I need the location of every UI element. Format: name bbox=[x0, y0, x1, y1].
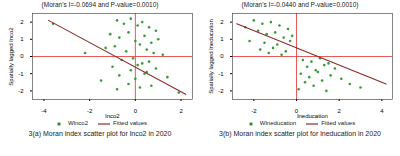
html-text:Fitted values: Fitted values bbox=[321, 120, 356, 126]
html-text:(Moran's I=-0.0440 and P-value: (Moran's I=-0.0440 and P-value=0.0010) bbox=[241, 1, 359, 8]
svg-text:-1: -1 bbox=[218, 71, 224, 77]
svg-text:-2: -2 bbox=[251, 108, 257, 114]
html-text:Wlneducation: Wlneducation bbox=[259, 120, 297, 126]
svg-text:0: 0 bbox=[20, 53, 24, 59]
svg-text:1: 1 bbox=[20, 36, 24, 42]
html-text:Fitted values: Fitted values bbox=[113, 120, 147, 126]
svg-text:lnco2: lnco2 bbox=[105, 113, 120, 119]
svg-text:4: 4 bbox=[380, 108, 384, 114]
html-text:3(b) Moran index scatter plot: 3(b) Moran index scatter plot for lneduc… bbox=[219, 130, 381, 137]
svg-text:-2: -2 bbox=[87, 108, 93, 114]
svg-text:2: 2 bbox=[179, 108, 183, 114]
svg-text:0: 0 bbox=[134, 108, 138, 114]
svg-text:-4: -4 bbox=[41, 108, 47, 114]
svg-text:1: 1 bbox=[220, 36, 224, 42]
svg-text:2: 2 bbox=[337, 108, 341, 114]
svg-text:lneducation: lneducation bbox=[297, 113, 328, 119]
svg-text:-2: -2 bbox=[218, 88, 224, 94]
svg-text:-2: -2 bbox=[18, 88, 24, 94]
html-text:Wlnco2: Wlnco2 bbox=[68, 120, 88, 126]
html-text:3(a) Moran index scatter plot: 3(a) Moran index scatter plot for lnco2 … bbox=[28, 130, 172, 137]
svg-text:0: 0 bbox=[294, 107, 299, 114]
svg-text:2: 2 bbox=[20, 19, 24, 25]
svg-text:-1: -1 bbox=[18, 71, 24, 77]
svg-text:2: 2 bbox=[220, 19, 224, 25]
svg-text:Spatially lagged lneducation: Spatially lagged lneducation bbox=[208, 19, 214, 94]
svg-text:0: 0 bbox=[220, 53, 224, 59]
svg-text:Spatially lagged lnco2: Spatially lagged lnco2 bbox=[8, 27, 14, 86]
html-text:(Moran's I=-0.0694 and P-value: (Moran's I=-0.0694 and P-value=0.0010) bbox=[41, 1, 159, 8]
